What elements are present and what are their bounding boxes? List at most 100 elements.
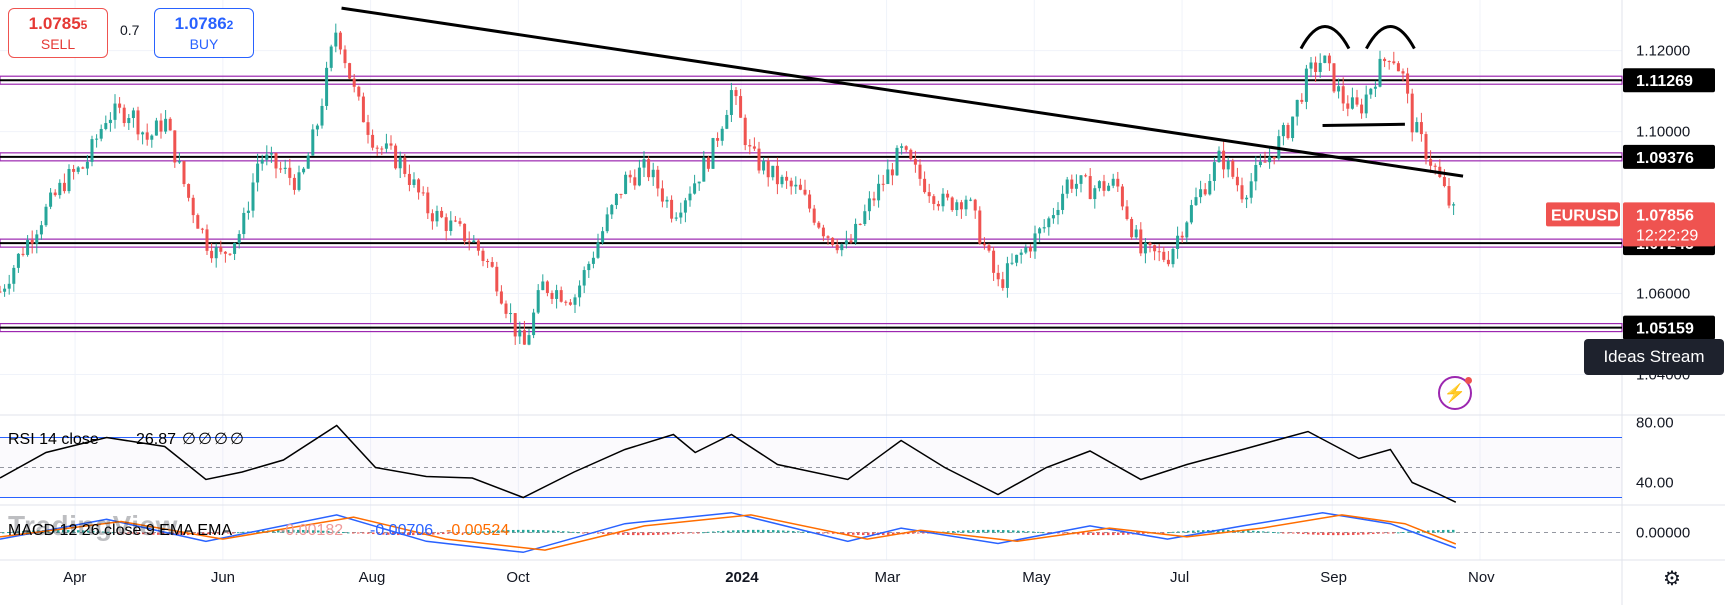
macd-histogram-bar: [677, 532, 680, 534]
candle-body: [1189, 205, 1193, 223]
candle-body: [729, 90, 733, 115]
candle-body: [858, 223, 862, 225]
macd-histogram-bar: [1227, 529, 1230, 533]
candle-body: [918, 164, 922, 179]
macd-histogram-bar: [637, 532, 640, 536]
x-tick-label: Jul: [1170, 569, 1189, 586]
candle-body: [173, 130, 177, 163]
candle-body: [1254, 165, 1258, 182]
macd-histogram-bar: [1082, 532, 1085, 535]
macd-histogram-bar: [952, 531, 955, 533]
candle-body: [867, 198, 871, 212]
macd-histogram-bar: [532, 529, 535, 533]
descending-trendline: [341, 6, 1464, 178]
macd-histogram-bar: [1102, 532, 1105, 536]
candle-body: [817, 222, 821, 228]
candle-body: [90, 139, 94, 162]
candle-body: [343, 49, 347, 64]
candle-body: [1291, 116, 1295, 139]
macd-histogram-bar: [732, 530, 735, 533]
macd-histogram-bar: [117, 532, 120, 534]
candle-body: [1171, 249, 1175, 265]
macd-histogram-bar: [1317, 532, 1320, 535]
macd-histogram-bar: [382, 532, 385, 535]
candle-body: [191, 197, 195, 216]
signal-value: -0.00524: [446, 522, 509, 539]
macd-histogram-bar: [137, 532, 140, 534]
macd-histogram-bar: [907, 532, 910, 535]
macd-histogram-bar: [427, 532, 430, 535]
x-tick-label: Mar: [875, 569, 901, 586]
macd-histogram-bar: [642, 532, 645, 536]
macd-histogram-bar: [1377, 532, 1380, 534]
candle-body: [233, 243, 237, 254]
candle-body: [674, 217, 678, 219]
sell-label: SELL: [40, 36, 76, 52]
macd-histogram-bar: [847, 532, 850, 535]
candle-body: [302, 168, 306, 173]
candle-body: [297, 172, 301, 190]
candle-body: [1185, 222, 1189, 238]
countdown-label: 12:22:29: [1636, 227, 1698, 244]
candle-body: [679, 212, 683, 218]
candle-body: [113, 103, 117, 120]
candle-body: [1125, 206, 1129, 220]
ideas-stream-button[interactable]: Ideas Stream: [1584, 339, 1724, 375]
macd-histogram-bar: [832, 532, 835, 534]
candle-body: [62, 182, 66, 192]
candle-body: [371, 134, 375, 148]
candle-body: [946, 193, 950, 198]
macd-histogram-bar: [377, 532, 380, 535]
candle-body: [357, 86, 361, 97]
macd-histogram-bar: [602, 532, 605, 534]
candle-body: [1203, 189, 1207, 195]
candle-body: [987, 245, 991, 251]
candle-body: [7, 283, 11, 289]
candle-body: [1148, 242, 1152, 246]
macd-histogram-bar: [872, 532, 875, 536]
rsi-extra-symbol: ∅: [198, 431, 212, 448]
macd-histogram-bar: [1087, 532, 1090, 535]
candle-body: [458, 221, 462, 224]
macd-histogram-bar: [177, 532, 180, 536]
macd-histogram-bar: [1427, 530, 1430, 533]
macd-histogram-bar: [887, 532, 890, 535]
candle-body: [706, 157, 710, 169]
buy-button[interactable]: 1.07862 BUY: [154, 8, 254, 58]
macd-histogram-bar: [1112, 532, 1115, 536]
candle-body: [1318, 62, 1322, 72]
candle-body: [748, 145, 752, 147]
candle-body: [812, 208, 816, 223]
candle-body: [426, 192, 430, 214]
macd-histogram-value: -0.00182: [280, 522, 343, 539]
candle-body: [785, 176, 789, 181]
macd-histogram-bar: [992, 529, 995, 533]
macd-histogram-bar: [597, 532, 600, 534]
candle-body: [348, 63, 352, 79]
candle-body: [863, 211, 867, 225]
candle-body: [909, 149, 913, 160]
macd-histogram-bar: [112, 532, 115, 534]
spread-value: 0.7: [120, 22, 140, 38]
settings-gear-icon[interactable]: ⚙: [1663, 567, 1681, 590]
macd-histogram-bar: [552, 530, 555, 533]
sell-price-small: 5: [80, 18, 88, 32]
candle-body: [854, 223, 858, 243]
candle-body: [693, 183, 697, 194]
macd-histogram-bar: [222, 532, 225, 534]
candle-body: [260, 159, 264, 164]
candle-body: [81, 167, 85, 169]
macd-histogram-bar: [767, 529, 770, 533]
macd-histogram-bar: [982, 529, 985, 533]
candle-body: [1337, 86, 1341, 92]
sell-button[interactable]: 1.07855 SELL: [8, 8, 108, 58]
macd-histogram-bar: [27, 530, 30, 533]
macd-histogram-bar: [17, 531, 20, 533]
bolt-icon[interactable]: ⚡: [1438, 376, 1472, 410]
candle-body: [835, 244, 839, 251]
rsi-y-tick: 40.00: [1636, 475, 1674, 492]
macd-histogram-bar: [997, 529, 1000, 533]
macd-histogram-bar: [662, 532, 665, 535]
macd-histogram-bar: [1287, 532, 1290, 534]
macd-histogram-bar: [497, 530, 500, 533]
